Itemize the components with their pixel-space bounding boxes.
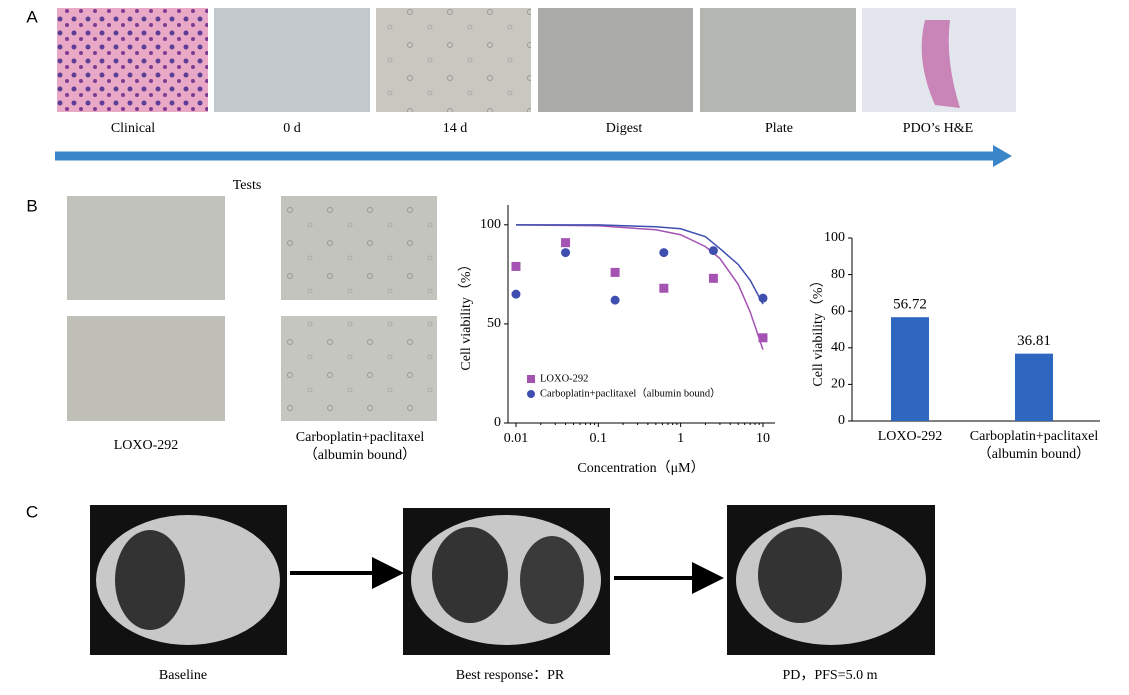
y-axis-label: Cell viability（%） [458,257,474,370]
image [57,8,208,112]
caption: PD，PFS=5.0 m [782,668,877,683]
legend-marker [527,390,535,398]
micrographs [67,196,437,421]
image [538,8,693,112]
fit-curve [515,224,764,305]
caption: Carboplatin+paclitaxel（albumin bound） [295,430,425,463]
y-tick-label: 0 [494,415,501,430]
panel-label: A [26,7,38,26]
x-tick-label: 10 [756,431,770,446]
point [659,248,669,258]
y-tick-label: 40 [831,340,845,355]
x-axis-label: Concentration（μM） [577,460,704,476]
image [67,316,225,421]
image [921,20,960,108]
value-label: 56.72 [893,297,927,313]
x-tick-label: LOXO-292 [877,429,943,444]
caption: 0 d [283,121,301,136]
micrographs [57,8,1016,112]
panel-label: C [26,502,38,521]
image [281,196,437,300]
caption: Plate [765,121,793,136]
legend-label: LOXO-292 [540,373,588,384]
point [708,273,718,283]
legend-label: Carboplatin+paclitaxel（albumin bound） [540,387,721,399]
point [561,238,571,248]
x-tick-label: 0.01 [504,431,529,446]
caption: Digest [606,121,643,136]
caption: PDO’s H&E [903,121,973,136]
panel-title: Tests [233,178,262,193]
point [659,283,669,293]
image [281,316,437,421]
caption: Baseline [159,668,207,683]
image [115,530,185,630]
timeline-arrow [993,145,1012,167]
image [432,527,508,623]
image [520,536,584,624]
caption: LOXO-292 [113,438,179,453]
fit-curve [515,224,764,350]
point [758,333,768,343]
panel-label: B [26,196,37,215]
image [67,196,225,300]
point [561,248,571,258]
x-tick-label: 1 [677,431,684,446]
point [511,289,521,299]
y-tick-label: 100 [824,230,845,245]
point [610,295,620,305]
legend-marker [527,375,535,383]
y-tick-label: 100 [480,217,501,232]
point [708,246,718,256]
y-axis-label: Cell viability（%） [810,273,826,386]
x-tick-label: Carboplatin+paclitaxel（albumin bound） [969,429,1099,462]
caption: Clinical [111,121,155,136]
y-tick-label: 50 [487,316,501,331]
x-tick-label: 0.1 [590,431,608,446]
bar [1015,353,1053,421]
value-label: 36.81 [1017,333,1051,349]
point [511,261,521,271]
image [700,8,856,112]
image [376,8,531,112]
point [610,267,620,277]
bar [891,317,929,421]
y-tick-label: 80 [831,267,845,282]
y-tick-label: 60 [831,303,845,318]
caption: 14 d [443,121,468,136]
ct-scans [90,505,935,655]
caption: Best response：PR [456,668,565,683]
point [758,293,768,303]
y-tick-label: 0 [838,413,845,428]
image [758,527,842,623]
y-tick-label: 20 [831,377,845,392]
image [214,8,370,112]
